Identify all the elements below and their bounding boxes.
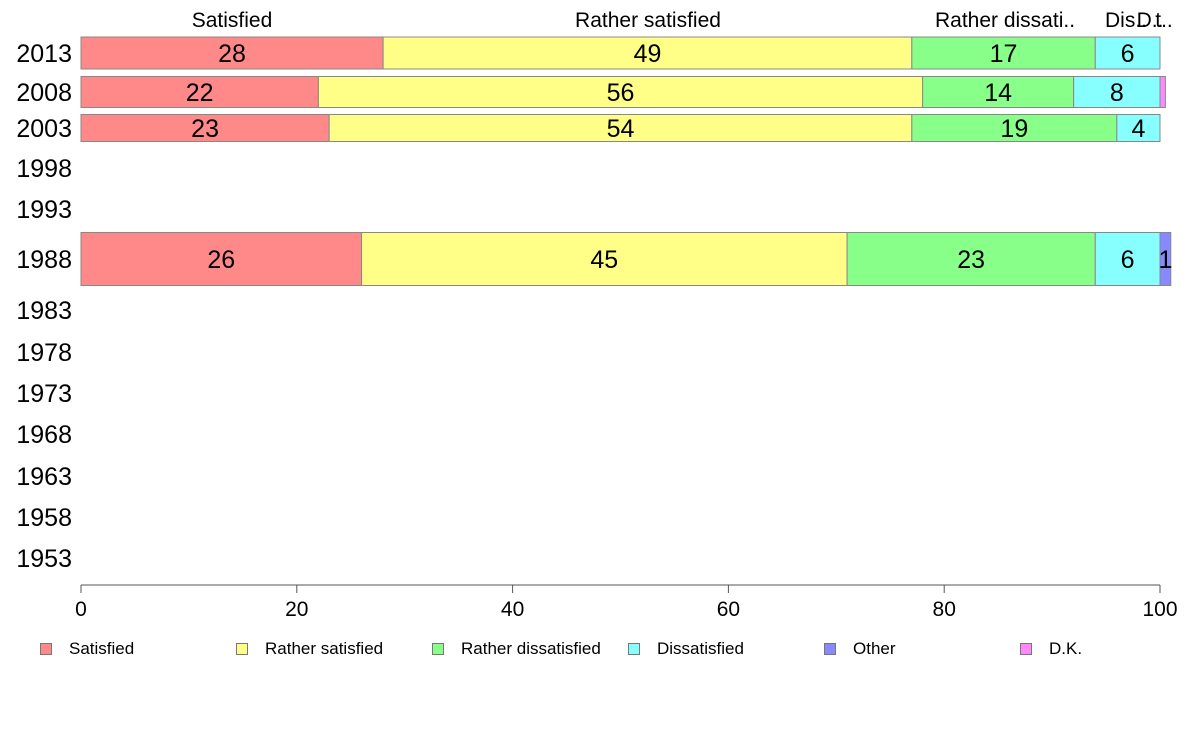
legend-item: Rather satisfied	[236, 638, 383, 660]
legend-item: D.K.	[1020, 638, 1082, 660]
year-label: 1998	[16, 155, 72, 183]
year-label: 2008	[16, 79, 72, 107]
bar-segment	[846, 232, 1096, 286]
legend-swatch	[824, 643, 836, 655]
legend-swatch	[236, 643, 248, 655]
x-tick-label: 20	[285, 598, 308, 621]
bar-segment	[1073, 76, 1161, 108]
data-label: 1	[1158, 246, 1172, 274]
data-label: 23	[957, 246, 985, 274]
legend-swatch	[40, 643, 52, 655]
data-label: 14	[984, 79, 1012, 107]
bar-segment	[1094, 232, 1161, 286]
year-label: 1983	[16, 297, 72, 325]
legend-swatch	[628, 643, 640, 655]
bar-segment	[1094, 36, 1161, 70]
legend-label: Other	[853, 639, 896, 658]
legend-label: Dissatisfied	[657, 639, 744, 658]
data-label: 6	[1121, 40, 1135, 68]
legend-item: Dissatisfied	[628, 638, 744, 660]
x-tick-label: 100	[1142, 598, 1177, 621]
legend-label: Satisfied	[69, 639, 135, 658]
series-top-label: Rather dissati..	[935, 9, 1075, 32]
year-label: 1978	[16, 339, 72, 367]
bar-segment	[317, 76, 924, 108]
series-top-label: Rather satisfied	[575, 9, 721, 32]
bar-segment	[80, 114, 330, 142]
year-label: 1958	[16, 504, 72, 532]
legend-item: Rather dissatisfied	[432, 638, 601, 660]
year-label: 1993	[16, 196, 72, 224]
legend-label: Rather dissatisfied	[461, 639, 601, 658]
data-label: 45	[590, 246, 618, 274]
data-label: 22	[186, 79, 214, 107]
bar-segment	[922, 76, 1075, 108]
data-label: 4	[1131, 115, 1145, 143]
legend-swatch	[432, 643, 444, 655]
data-label: 28	[218, 40, 246, 68]
series-top-label: Satisfied	[192, 9, 273, 32]
bar-segment	[911, 36, 1096, 70]
legend-item: Satisfied	[40, 638, 134, 660]
data-label: 49	[634, 40, 662, 68]
data-label: 8	[1110, 79, 1124, 107]
legend: Satisfied Rather satisfied Rather dissatis…	[40, 638, 1170, 662]
data-label: 17	[990, 40, 1018, 68]
series-top-label: t..	[1155, 9, 1173, 32]
series-top-label: D..	[1137, 9, 1164, 32]
bar-segment	[361, 232, 848, 286]
x-tick-label: 60	[717, 598, 740, 621]
bar-segment	[80, 232, 363, 286]
bar-segment	[1159, 232, 1172, 286]
data-label: 6	[1121, 246, 1135, 274]
year-label: 1963	[16, 463, 72, 491]
year-label: 2013	[16, 40, 72, 68]
data-label: 26	[207, 246, 235, 274]
legend-label: D.K.	[1049, 639, 1083, 658]
x-tick-label: 0	[75, 598, 87, 621]
bar-segment	[328, 114, 913, 142]
year-label: 2003	[16, 115, 72, 143]
data-label: 19	[1000, 115, 1028, 143]
series-top-label: Dis..	[1105, 9, 1147, 32]
legend-swatch	[1020, 643, 1032, 655]
legend-label: Rather satisfied	[265, 639, 384, 658]
x-tick-label: 80	[933, 598, 956, 621]
data-label: 23	[191, 115, 219, 143]
data-label: 56	[607, 79, 635, 107]
data-label: 54	[607, 115, 635, 143]
year-label: 1968	[16, 421, 72, 449]
bar-segment	[80, 76, 319, 108]
year-label: 1953	[16, 545, 72, 573]
bar-segment	[1116, 114, 1161, 142]
year-label: 1988	[16, 246, 72, 274]
year-label: 1973	[16, 380, 72, 408]
bar-segment	[382, 36, 913, 70]
bar-segment	[80, 36, 384, 70]
x-tick-label: 40	[501, 598, 524, 621]
bar-segment	[1159, 76, 1166, 108]
legend-item: Other	[824, 638, 896, 660]
